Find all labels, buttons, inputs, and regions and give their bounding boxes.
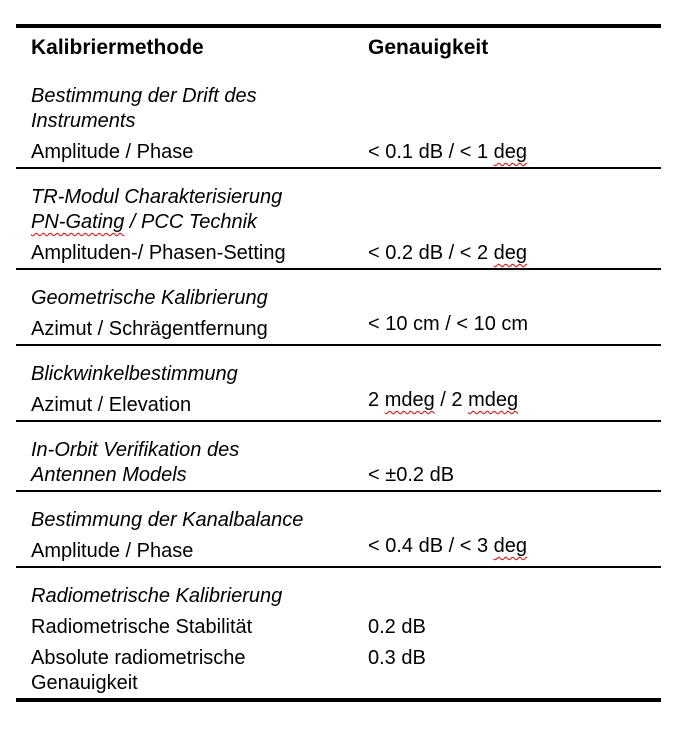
- column-header-accuracy: Genauigkeit: [368, 36, 489, 59]
- text-segment: < 0.2 dB / < 2: [368, 242, 494, 264]
- text-segment: Bestimmung der Kanalbalance: [31, 509, 304, 531]
- text-segment: < 0.1 dB / < 1: [368, 141, 494, 163]
- method-heading-row: TR-Modul Charakterisierung PN-Gating / PC…: [16, 185, 661, 235]
- text-segment: Amplitude / Phase: [31, 141, 194, 163]
- method-name-line: In-Orbit Verifikation des: [16, 438, 368, 463]
- text-segment: TR-Modul Charakterisierung: [31, 186, 283, 208]
- text-segment: / PCC Technik: [124, 211, 258, 233]
- text-segment: Radiometrische Kalibrierung: [31, 585, 283, 607]
- parameter-label: Azimut / Elevation: [16, 393, 368, 418]
- text-segment: Geometrische Kalibrierung: [31, 287, 268, 309]
- table-section: In-Orbit Verifikation des Antennen Models…: [16, 422, 661, 492]
- method-name-line: Radiometrische Kalibrierung: [16, 584, 368, 609]
- parameter-label: Amplituden-/ Phasen-Setting: [16, 241, 368, 266]
- accuracy-value: 0.3 dB: [368, 646, 661, 696]
- parameter-label-line: Amplitude / Phase: [31, 140, 368, 165]
- calibration-table: Kalibriermethode Genauigkeit Bestimmung …: [16, 24, 661, 702]
- text-segment: 2: [368, 389, 385, 411]
- misspelled-word-squiggle: PN-Gating: [31, 211, 125, 233]
- text-segment: / 2: [434, 389, 469, 411]
- method-heading-row: In-Orbit Verifikation des Antennen Models…: [16, 438, 661, 488]
- text-segment: 0.2 dB: [368, 616, 426, 638]
- accuracy-value: < 0.4 dB / < 3 deg: [368, 534, 661, 559]
- method-name-line: Bestimmung der Kanalbalance: [16, 508, 368, 533]
- method-name: Blickwinkelbestimmung: [16, 362, 368, 387]
- parameter-label-line: Absolute radiometrische: [31, 646, 368, 671]
- method-name: Bestimmung der Drift des Instruments: [16, 84, 368, 134]
- text-segment: 0.3 dB: [368, 647, 426, 669]
- text-segment: In-Orbit Verifikation des: [31, 439, 240, 461]
- text-segment: < ±0.2 dB: [368, 464, 455, 486]
- method-heading-row: Bestimmung der Drift des Instruments: [16, 84, 661, 134]
- table-body: Bestimmung der Drift des Instruments Ampli…: [16, 68, 661, 698]
- accuracy-value: < 0.2 dB / < 2 deg: [368, 241, 661, 266]
- table-row: Azimut / Elevation 2 mdeg / 2 mdeg: [16, 389, 661, 418]
- parameter-label: Absolute radiometrische Genauigkeit: [16, 646, 368, 696]
- method-name: Bestimmung der Kanalbalance: [16, 508, 368, 533]
- table-section: Blickwinkelbestimmung Azimut / Elevation 2…: [16, 346, 661, 422]
- misspelled-word-squiggle: mdeg: [468, 389, 519, 411]
- method-name: Geometrische Kalibrierung: [16, 286, 368, 311]
- table-header-row: Kalibriermethode Genauigkeit: [16, 28, 661, 68]
- method-name-line: Geometrische Kalibrierung: [16, 286, 368, 311]
- method-name-line: Blickwinkelbestimmung: [16, 362, 368, 387]
- method-name: Radiometrische Kalibrierung: [16, 584, 368, 609]
- table-section: Geometrische Kalibrierung Azimut / Schräg…: [16, 270, 661, 346]
- misspelled-word-squiggle: mdeg: [384, 389, 435, 411]
- parameter-label-line: Azimut / Elevation: [31, 393, 368, 418]
- misspelled-word-squiggle: deg: [493, 242, 528, 264]
- text-segment: Antennen Models: [31, 464, 187, 486]
- misspelled-word-squiggle: deg: [493, 535, 528, 557]
- parameter-label-line: Azimut / Schrägentfernung: [31, 317, 368, 342]
- text-segment: Azimut / Schrägentfernung: [31, 318, 268, 340]
- method-name-line: Bestimmung der Drift des: [16, 84, 368, 109]
- parameter-label-line: Amplituden-/ Phasen-Setting: [31, 241, 368, 266]
- method-heading-row: Blickwinkelbestimmung: [16, 362, 661, 387]
- text-segment: Azimut / Elevation: [31, 394, 192, 416]
- text-segment: < 0.4 dB / < 3: [368, 535, 494, 557]
- parameter-label-line: Genauigkeit: [31, 671, 368, 696]
- text-segment: Amplituden-/ Phasen-Setting: [31, 242, 286, 264]
- method-name-line: PN-Gating / PCC Technik: [16, 210, 368, 235]
- method-name-line: Instruments: [16, 109, 368, 134]
- text-segment: Amplitude / Phase: [31, 540, 194, 562]
- parameter-label: Azimut / Schrägentfernung: [16, 317, 368, 342]
- table-row: Amplitude / Phase < 0.1 dB / < 1 deg: [16, 140, 661, 165]
- method-heading-row: Radiometrische Kalibrierung: [16, 584, 661, 609]
- table-section: Radiometrische Kalibrierung Radiometrisch…: [16, 568, 661, 698]
- method-heading-row: Geometrische Kalibrierung: [16, 286, 661, 311]
- parameter-label: Radiometrische Stabilität: [16, 615, 368, 640]
- table-section: Bestimmung der Kanalbalance Amplitude / P…: [16, 492, 661, 568]
- table-row: Amplitude / Phase < 0.4 dB / < 3 deg: [16, 535, 661, 564]
- misspelled-word-squiggle: deg: [493, 141, 528, 163]
- parameter-label-line: Amplitude / Phase: [31, 539, 368, 564]
- accuracy-value: < 0.1 dB / < 1 deg: [368, 140, 661, 165]
- text-segment: Bestimmung der Drift des: [31, 85, 257, 107]
- method-name: TR-Modul Charakterisierung PN-Gating / PC…: [16, 185, 368, 235]
- table-row: Azimut / Schrägentfernung < 10 cm / < 10 …: [16, 313, 661, 342]
- text-segment: Genauigkeit: [31, 672, 138, 694]
- parameter-label: Amplitude / Phase: [16, 140, 368, 165]
- accuracy-value: < ±0.2 dB: [368, 463, 661, 488]
- method-name-line: TR-Modul Charakterisierung: [16, 185, 368, 210]
- parameter-label-line: Radiometrische Stabilität: [31, 615, 368, 640]
- method-name: In-Orbit Verifikation des Antennen Models: [16, 438, 368, 488]
- method-name-line: Antennen Models: [16, 463, 368, 488]
- table-row: Absolute radiometrische Genauigkeit 0.3 dB: [16, 646, 661, 696]
- accuracy-value: 0.2 dB: [368, 615, 661, 640]
- text-segment: Blickwinkelbestimmung: [31, 363, 238, 385]
- parameter-label: Amplitude / Phase: [16, 539, 368, 564]
- text-segment: Instruments: [31, 110, 136, 132]
- text-segment: < 10 cm / < 10 cm: [368, 313, 529, 335]
- table-section: Bestimmung der Drift des Instruments Ampli…: [16, 68, 661, 169]
- accuracy-value: 2 mdeg / 2 mdeg: [368, 388, 661, 413]
- column-header-method: Kalibriermethode: [31, 36, 204, 59]
- table-row: Amplituden-/ Phasen-Setting < 0.2 dB / < …: [16, 241, 661, 266]
- table-section: TR-Modul Charakterisierung PN-Gating / PC…: [16, 169, 661, 270]
- text-segment: Radiometrische Stabilität: [31, 616, 253, 638]
- text-segment: Absolute radiometrische: [31, 647, 246, 669]
- accuracy-value: < 10 cm / < 10 cm: [368, 312, 661, 337]
- method-heading-row: Bestimmung der Kanalbalance: [16, 508, 661, 533]
- table-row: Radiometrische Stabilität 0.2 dB: [16, 615, 661, 640]
